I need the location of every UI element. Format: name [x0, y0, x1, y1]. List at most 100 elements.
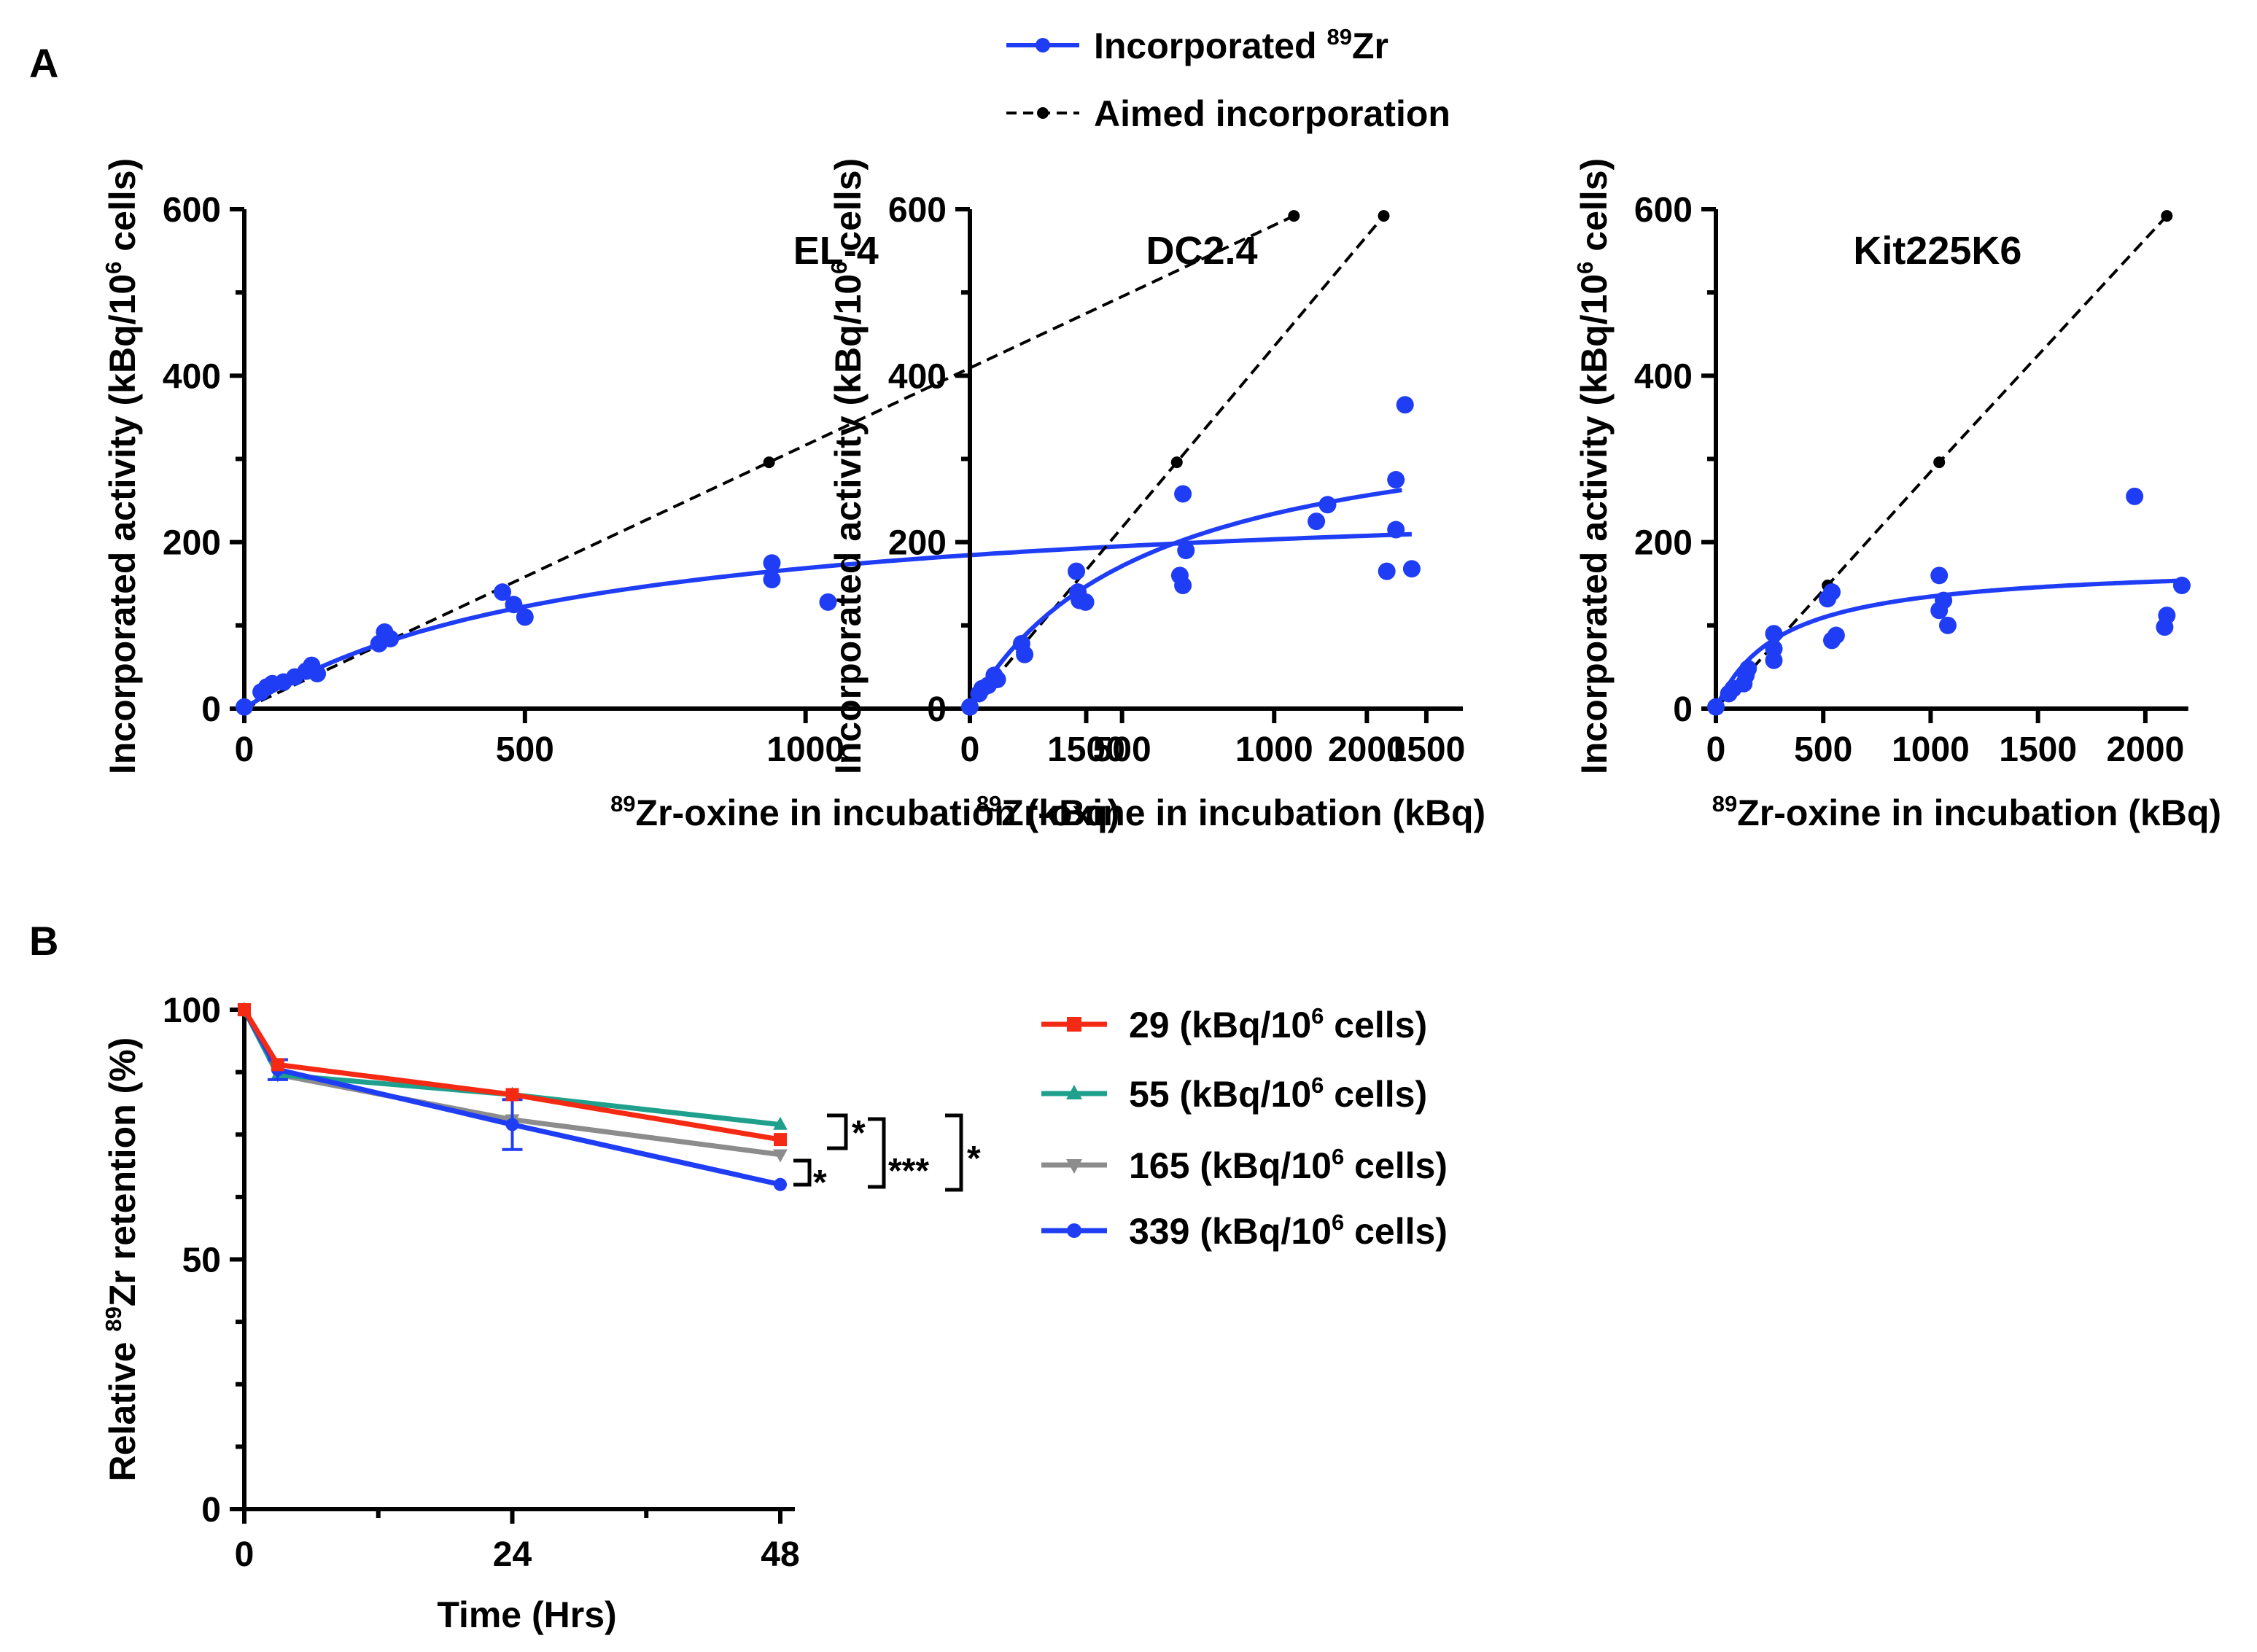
legend-label-text: Aimed incorporation	[1094, 93, 1450, 134]
y-axis-label: Incorporated activity (kBq/106 cells)	[101, 158, 143, 774]
x-tick-label: 1000	[1892, 730, 1970, 769]
y-axis-label-sup: 6	[1572, 262, 1598, 274]
y-axis-label-text: Relative	[102, 1332, 143, 1482]
x-axis-label-sup: 89	[1712, 791, 1737, 817]
legend-marker	[1037, 107, 1049, 119]
y-axis-label: Incorporated activity (kBq/106 cells)	[826, 158, 869, 774]
significance-brackets: ** *** *	[793, 1113, 981, 1202]
y-tick-label: 600	[163, 191, 221, 230]
chart-title: EL-4	[793, 229, 879, 273]
y-tick-label: 200	[163, 524, 221, 563]
x-axis-label: 89Zr-oxine in incubation (kBq)	[610, 791, 1119, 833]
legend-label-sup: 6	[1332, 1144, 1344, 1169]
y-axis-label-sup: 6	[101, 262, 126, 274]
series-line	[242, 1008, 781, 1142]
data-point	[1939, 616, 1957, 634]
legend-label-text2: cells)	[1344, 1145, 1448, 1186]
data-point	[763, 554, 781, 572]
y-tick-label: 0	[201, 1491, 221, 1530]
y-tick-label: 0	[927, 690, 947, 729]
series-marker	[238, 1003, 251, 1016]
legend-label-text2: cells)	[1344, 1211, 1448, 1252]
x-tick-label: 1500	[1047, 730, 1125, 769]
y-tick-label: 600	[1634, 191, 1693, 230]
x-axis-label: 89Zr-oxine in incubation (kBq)	[976, 791, 1485, 833]
x-tick-label: 500	[496, 730, 554, 769]
series-marker	[774, 1133, 787, 1147]
data-point	[1930, 566, 1949, 585]
data-point	[1308, 513, 1326, 531]
y-axis-label: Relative 89Zr retention (%)	[101, 1037, 143, 1482]
legend-marker	[1036, 38, 1050, 52]
fit-curve	[243, 531, 1412, 711]
data-point	[763, 571, 781, 589]
panel-b-label: B	[29, 918, 58, 964]
data-point	[1827, 626, 1845, 644]
data-point	[1387, 521, 1405, 539]
chart-retention: 0 50 100 0 24 48 Time (Hrs) Relative 89Zr reten…	[101, 991, 800, 1635]
data-point	[1935, 591, 1953, 609]
sig-label: *	[813, 1164, 827, 1202]
data-point	[1387, 471, 1405, 489]
y-axis-label-text2: cells)	[828, 158, 869, 262]
series-marker	[505, 1118, 519, 1131]
data-point	[819, 593, 837, 611]
bracket-55-165	[868, 1117, 886, 1189]
x-tick-label: 0	[1706, 730, 1726, 769]
x-axis-label-text2: Zr-oxine in incubation (kBq)	[1001, 792, 1485, 833]
y-tick-label: 400	[163, 357, 221, 396]
series-marker	[505, 1088, 519, 1102]
data-point	[236, 698, 253, 716]
y-axis-label-text: Incorporated activity (kBq/10	[1574, 274, 1615, 774]
y-axis-label-sup: 89	[101, 1306, 126, 1331]
legend-marker	[1066, 1159, 1082, 1174]
bracket-29-165	[793, 1158, 812, 1187]
x-tick-label: 500	[1093, 730, 1151, 769]
legend-label-text: 55 (kBq/10	[1129, 1074, 1311, 1115]
legend-marker	[1067, 1223, 1081, 1238]
series-marker	[773, 1116, 788, 1130]
x-axis-label-sup: 89	[976, 791, 1001, 817]
x-tick-label: 48	[761, 1535, 799, 1574]
data-point	[1174, 485, 1192, 503]
data-point	[516, 608, 534, 626]
x-tick-label: 1000	[766, 730, 844, 769]
aimed-line	[244, 214, 1295, 710]
x-tick-label: 1500	[1999, 730, 2077, 769]
legend-label-text2: cells)	[1324, 1005, 1427, 1045]
data-point	[1068, 562, 1086, 580]
x-axis-label-sup: 89	[610, 791, 635, 817]
series-marker	[774, 1177, 787, 1191]
x-tick-label: 1500	[1388, 730, 1466, 769]
data-point	[1739, 660, 1757, 678]
data-point	[1076, 593, 1095, 611]
x-tick-label: 2000	[2106, 730, 2184, 769]
data-point	[2158, 607, 2176, 625]
legend-label: 29 (kBq/106 cells)	[1129, 1003, 1427, 1045]
y-tick-label: 600	[888, 191, 947, 230]
data-point	[1707, 698, 1725, 716]
data-point	[1823, 583, 1841, 601]
aimed-point	[1378, 210, 1390, 222]
legend-label-sup: 89	[1326, 24, 1351, 50]
data-point	[1765, 639, 1783, 658]
data-point	[2172, 577, 2191, 595]
legend-label-sup: 6	[1311, 1072, 1324, 1098]
chart-title: Kit225K6	[1853, 229, 2021, 273]
chart-title: DC2.4	[1146, 229, 1257, 273]
y-axis-label-sup: 6	[826, 262, 852, 274]
legend-panel-a: Incorporated 89Zr Aimed incorporation	[1006, 24, 1450, 134]
aimed-point	[1170, 456, 1183, 469]
aimed-point	[763, 456, 775, 469]
y-tick-label: 400	[1634, 357, 1693, 396]
data-point	[988, 671, 1006, 689]
x-axis-label: Time (Hrs)	[437, 1594, 616, 1635]
data-point	[381, 630, 400, 648]
x-tick-label: 24	[493, 1535, 532, 1574]
legend-panel-b: 29 (kBq/106 cells)55 (kBq/106 cells)165 …	[1041, 1003, 1448, 1252]
x-tick-label: 500	[1794, 730, 1852, 769]
legend-label: 55 (kBq/106 cells)	[1129, 1072, 1427, 1115]
legend-marker	[1066, 1085, 1082, 1099]
